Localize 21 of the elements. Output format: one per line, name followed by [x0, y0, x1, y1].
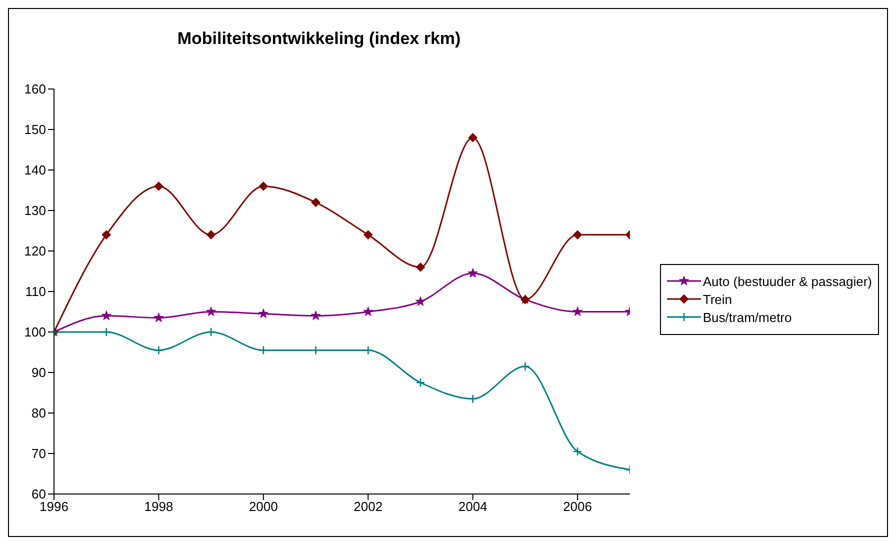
x-tick-label: 2006 — [563, 499, 592, 514]
y-tick-label: 60 — [32, 486, 46, 502]
x-tick-label: 2004 — [458, 499, 488, 514]
y-tick-label: 160 — [24, 82, 46, 97]
y-tick-label: 100 — [24, 324, 46, 340]
y-tick-label: 70 — [32, 446, 46, 462]
y-tick-label: 110 — [25, 284, 46, 300]
y-tick-label: 130 — [24, 203, 46, 218]
y-tick-label: 80 — [32, 406, 46, 421]
legend-label: Bus/tram/metro — [702, 310, 792, 324]
y-tick-label: 140 — [24, 162, 46, 178]
x-tick-label: 1998 — [144, 499, 174, 514]
legend-label: Trein — [702, 292, 732, 306]
y-tick-label: 120 — [24, 244, 46, 259]
legend-label: Auto (bestuuder & passagier) — [702, 274, 872, 288]
x-tick-label: 1996 — [40, 499, 68, 514]
x-tick-label: 2000 — [248, 499, 278, 514]
y-tick-label: 90 — [32, 365, 46, 380]
x-tick-label: 2002 — [354, 499, 383, 514]
chart-title: Mobiliteitsontwikkeling (index rkm) — [176, 29, 462, 49]
y-tick-label: 150 — [24, 122, 46, 138]
